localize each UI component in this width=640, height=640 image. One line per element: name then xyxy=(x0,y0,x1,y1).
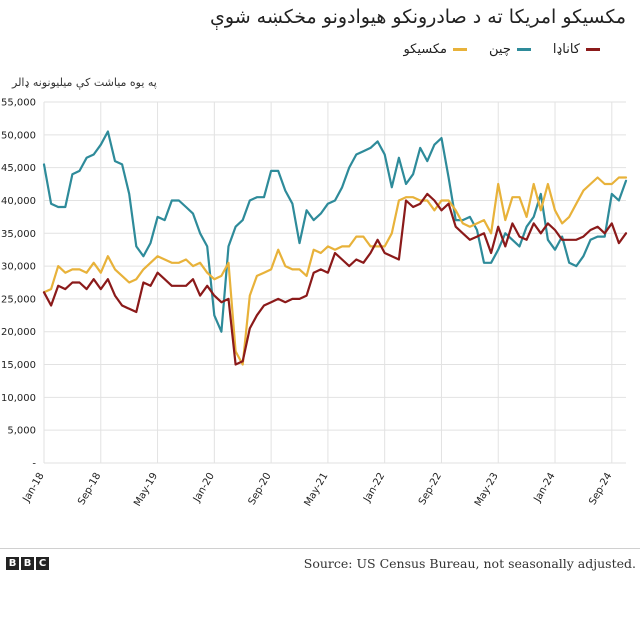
x-tick-label: May-21 xyxy=(303,471,331,508)
y-tick-label: - xyxy=(32,459,36,470)
y-tick-label: 30,000 xyxy=(1,262,36,273)
line-chart: - 5,000 10,000 15,000 20,000 25,000 30,000 35,0… xyxy=(1,98,628,508)
bbc-logo: B B C xyxy=(6,557,49,570)
bbc-logo-letter: B xyxy=(21,557,34,570)
chart-title: مکسیکو امریکا ته د صادرونکو هیوادونو مخک… xyxy=(210,6,626,28)
x-tick-label: Jan-22 xyxy=(361,471,387,505)
source-note: Source: US Census Bureau, not seasonally… xyxy=(303,556,636,571)
legend-label-mexico: مکسیکو xyxy=(403,42,447,57)
x-tick-label: Sep-20 xyxy=(247,471,274,507)
chart-legend: کاناډا چین مکسیکو xyxy=(403,42,600,57)
x-tick-label: May-19 xyxy=(132,471,160,508)
y-unit-label: په یوه میاشت کې میلیونونه ډالر xyxy=(12,76,157,89)
legend-item-canada: کاناډا xyxy=(553,42,600,57)
legend-swatch-canada xyxy=(586,48,600,51)
y-tick-label: 20,000 xyxy=(1,327,36,338)
bbc-logo-letter: B xyxy=(6,557,19,570)
x-tick-label: Jan-18 xyxy=(21,471,47,505)
y-tick-label: 15,000 xyxy=(1,360,36,371)
footer-divider xyxy=(0,548,640,549)
series-line xyxy=(42,192,628,366)
legend-label-canada: کاناډا xyxy=(552,42,580,57)
legend-label-china: چین xyxy=(489,42,511,57)
series-line xyxy=(42,176,628,366)
x-tick-label: Sep-22 xyxy=(417,471,444,507)
y-tick-label: 10,000 xyxy=(1,393,36,404)
y-tick-label: 50,000 xyxy=(1,130,36,141)
y-tick-label: 45,000 xyxy=(1,163,36,174)
legend-swatch-china xyxy=(516,48,531,51)
y-tick-label: 25,000 xyxy=(1,294,36,305)
legend-item-mexico: مکسیکو xyxy=(403,42,467,57)
y-tick-label: 35,000 xyxy=(1,229,36,240)
y-tick-label: 40,000 xyxy=(1,196,36,207)
x-tick-label: May-23 xyxy=(473,471,501,508)
series-line xyxy=(42,130,628,333)
x-tick-label: Sep-18 xyxy=(76,471,103,507)
y-tick-label: 55,000 xyxy=(1,98,36,109)
y-tick-label: 5,000 xyxy=(7,426,36,437)
legend-swatch-mexico xyxy=(453,48,467,51)
x-tick-label: Sep-24 xyxy=(587,471,614,507)
legend-item-china: چین xyxy=(489,42,531,57)
bbc-logo-letter: C xyxy=(36,557,49,570)
x-tick-label: Jan-24 xyxy=(532,471,558,505)
x-tick-label: Jan-20 xyxy=(191,471,217,505)
